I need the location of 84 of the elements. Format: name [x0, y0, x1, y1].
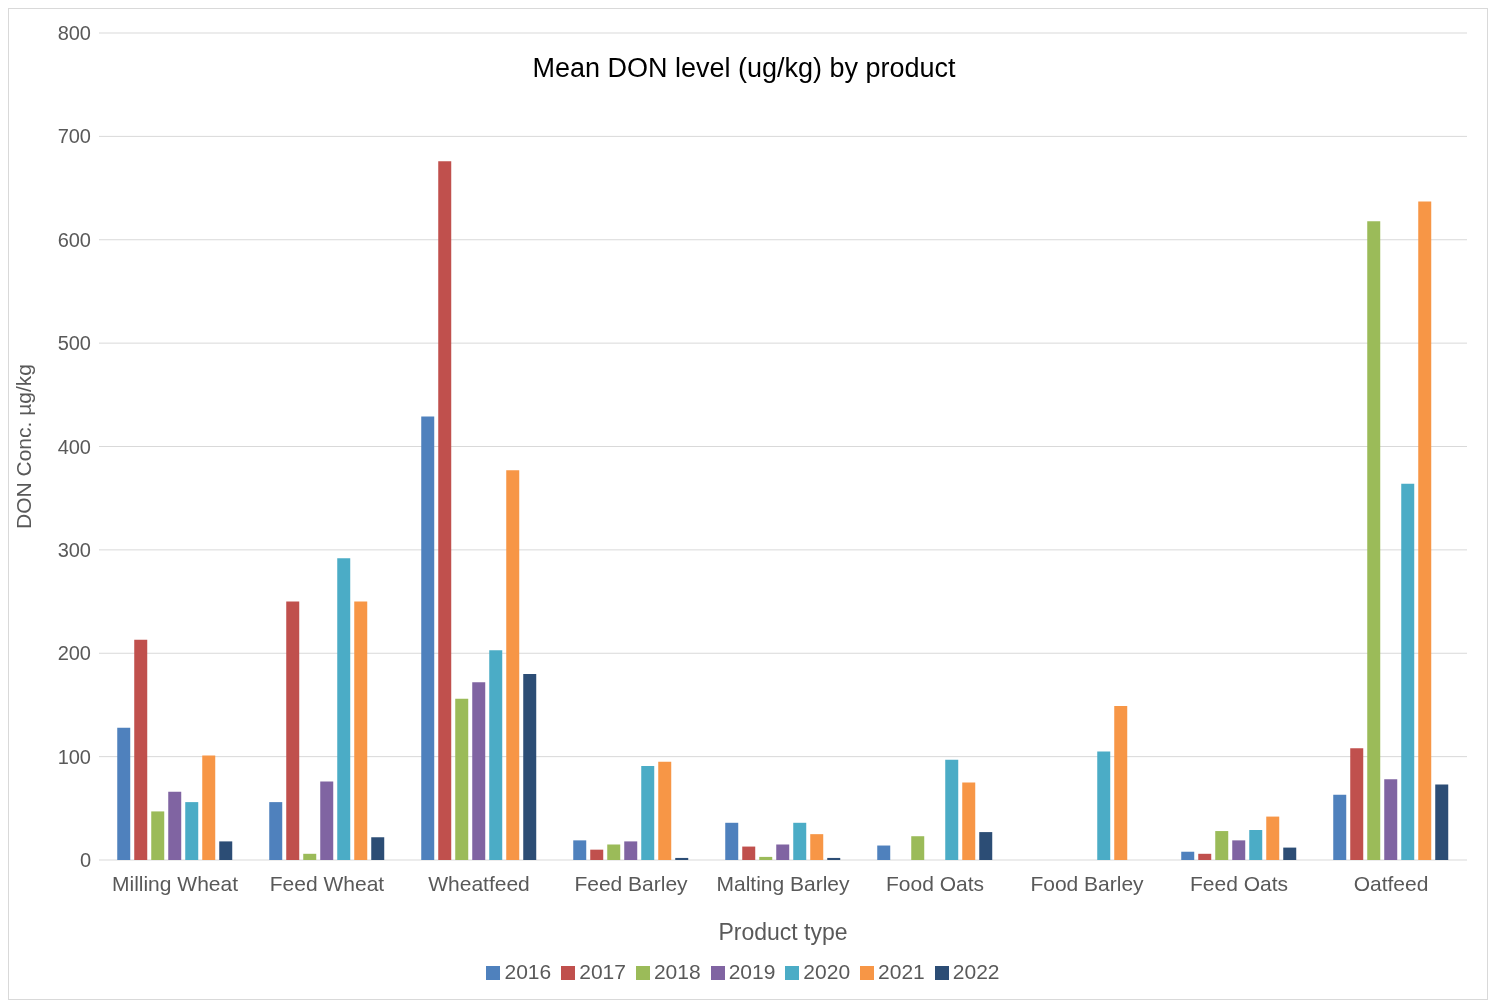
bar [1181, 851, 1195, 860]
bar [742, 846, 756, 860]
y-tick-label: 700 [57, 125, 91, 148]
bar [151, 811, 165, 860]
bar [438, 161, 452, 860]
bar [1367, 221, 1381, 860]
x-tick-label: Milling Wheat [111, 871, 239, 895]
bar [759, 856, 773, 860]
text: Mean DON level (ug/kg) by product [531, 53, 957, 84]
legend-label: 2018 [653, 960, 701, 983]
y-tick-label: 500 [57, 332, 91, 355]
x-tick-label: Wheatfeed [428, 871, 530, 895]
bar [455, 698, 469, 860]
bar [1114, 705, 1128, 860]
bar [185, 802, 199, 860]
bar [286, 601, 300, 860]
bar [962, 782, 976, 860]
bar [624, 841, 638, 860]
legend-label: 2019 [728, 960, 776, 983]
bar [269, 802, 283, 860]
bar [827, 857, 841, 860]
bar [371, 837, 385, 860]
bar [354, 601, 368, 860]
bar [1435, 784, 1449, 860]
x-tick-label: Malting Barley [716, 871, 851, 895]
bar [219, 841, 233, 860]
bar [1215, 831, 1229, 860]
x-tick-label: Feed Oats [1189, 871, 1289, 895]
y-tick-label: 400 [57, 435, 91, 458]
bar [472, 682, 486, 860]
bar [573, 840, 587, 860]
bar [523, 673, 537, 860]
bar [607, 844, 621, 860]
bar [658, 761, 672, 860]
bar [320, 781, 334, 860]
bar [793, 822, 807, 860]
bar [506, 470, 520, 860]
bar [134, 639, 148, 860]
legend-label: 2020 [803, 960, 851, 983]
bar [1283, 847, 1297, 860]
bar [1198, 853, 1212, 860]
y-tick-label: 0 [79, 849, 91, 872]
x-axis-title: Product type [718, 919, 848, 945]
x-tick-label: Feed Wheat [269, 871, 385, 895]
bar [725, 822, 739, 860]
bar [641, 765, 655, 860]
bar [337, 558, 351, 860]
y-tick-label: 600 [57, 228, 91, 251]
x-tick-label: Feed Barley [574, 871, 689, 895]
y-tick-label: 200 [57, 642, 91, 665]
x-tick-label: Food Oats [885, 871, 985, 895]
bar [1418, 201, 1432, 860]
bar [945, 759, 959, 860]
bar [202, 755, 216, 860]
bar [1384, 779, 1398, 860]
bar [979, 832, 993, 860]
bar [911, 836, 925, 860]
x-tick-label: Oatfeed [1353, 871, 1429, 895]
bar [117, 727, 131, 860]
legend-label: 2016 [504, 960, 552, 983]
bar [1401, 483, 1415, 860]
bar [810, 834, 824, 860]
bar [675, 857, 689, 860]
bar [168, 791, 182, 860]
bar [303, 853, 317, 860]
bar [590, 849, 604, 860]
y-tick-label: 100 [57, 745, 91, 768]
bar [1097, 751, 1111, 860]
legend-label: 2021 [878, 960, 925, 983]
bar [1232, 840, 1246, 860]
bar [1266, 816, 1280, 860]
bar [489, 650, 503, 860]
y-axis-title: DON Conc. µg/kg [12, 364, 36, 529]
y-tick-label: 300 [57, 538, 91, 561]
bar [421, 416, 435, 860]
bar [1333, 794, 1347, 860]
x-tick-label: Food Barley [1030, 871, 1145, 895]
bar [877, 845, 891, 860]
y-tick-label: 800 [57, 22, 91, 45]
bar [1350, 748, 1364, 860]
legend-label: 2017 [579, 960, 626, 983]
legend-label: 2022 [952, 960, 1000, 983]
bar [776, 844, 790, 860]
bar [1249, 830, 1263, 860]
